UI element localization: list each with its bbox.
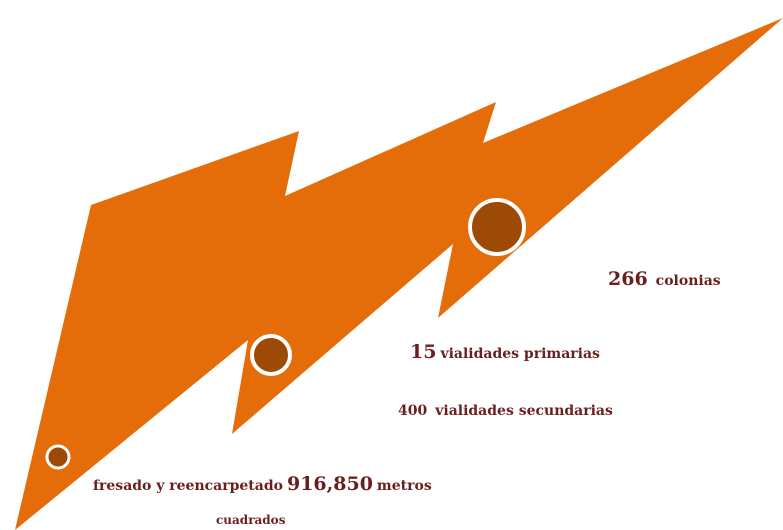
fresado-number: 916,850: [286, 473, 373, 495]
milestone-dot-large: [468, 198, 526, 256]
colonias-label: colonias: [655, 273, 721, 289]
lightning-bolt-shape: [15, 18, 783, 530]
milestone-dot-small: [45, 444, 71, 470]
primarias-label: vialidades primarias: [440, 346, 600, 362]
primarias-number: 15: [410, 341, 437, 363]
milestone-dot-medium: [250, 334, 292, 376]
colonias-stat: 266 colonias: [608, 268, 721, 290]
secundarias-stat: 400 vialidades secundarias: [398, 400, 613, 419]
fresado-continuation: cuadrados: [216, 513, 286, 527]
secundarias-number: 400: [398, 403, 428, 419]
fresado-suffix: metros: [376, 478, 432, 494]
fresado-prefix: fresado y reencarpetado: [93, 478, 283, 494]
primarias-stat: 15 vialidades primarias: [410, 341, 600, 363]
fresado-stat: fresado y reencarpetado 916,850 metros: [93, 473, 432, 495]
secundarias-label: vialidades secundarias: [435, 403, 613, 419]
colonias-number: 266: [608, 268, 648, 290]
